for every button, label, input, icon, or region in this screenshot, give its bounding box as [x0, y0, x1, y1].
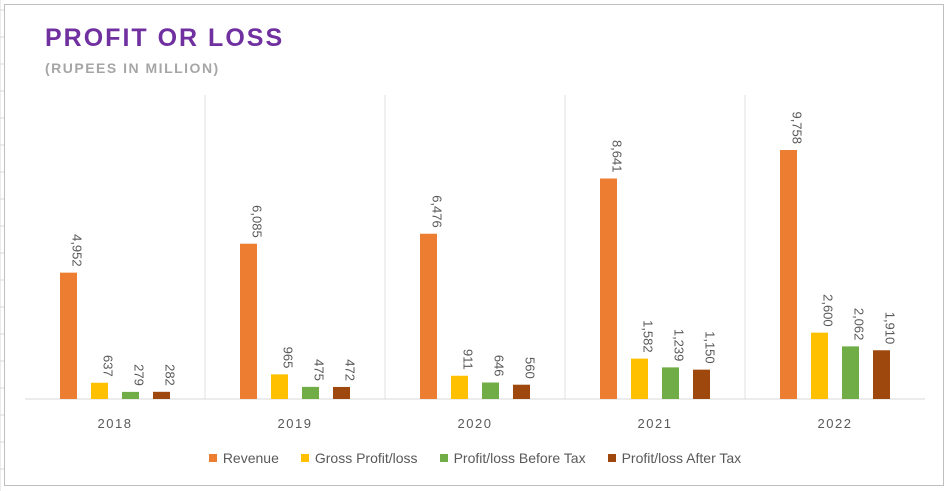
bar	[842, 346, 859, 399]
data-label: 1,910	[883, 312, 898, 345]
bar	[91, 382, 108, 399]
bar	[302, 386, 319, 399]
bar	[60, 272, 77, 399]
bar	[333, 386, 350, 399]
bar	[811, 332, 828, 399]
data-label: 6,085	[250, 205, 265, 238]
bar	[600, 178, 617, 399]
data-label: 282	[163, 364, 178, 386]
data-label: 646	[492, 355, 507, 377]
data-label: 1,582	[641, 320, 656, 353]
data-label: 1,150	[703, 331, 718, 364]
legend-label: Revenue	[222, 450, 279, 466]
legend: Revenue Gross Profit/loss Profit/loss Befo…	[0, 450, 950, 466]
data-label: 8,641	[610, 140, 625, 173]
data-label: 4,952	[70, 234, 85, 267]
legend-swatch	[607, 454, 616, 462]
chart-subtitle: (RUPEES IN MILLION)	[45, 60, 220, 76]
bar	[240, 243, 257, 399]
bar	[513, 384, 530, 399]
data-label: 637	[101, 355, 116, 377]
chart-title: PROFIT OR LOSS	[45, 24, 285, 52]
x-tick-label: 2020	[458, 416, 493, 431]
legend-swatch	[300, 454, 309, 462]
data-label: 472	[343, 359, 358, 381]
x-tick-label: 2021	[638, 416, 673, 431]
data-label: 965	[281, 347, 296, 369]
x-tick-label: 2019	[278, 416, 313, 431]
data-label: 6,476	[430, 195, 445, 228]
bar	[482, 382, 499, 399]
data-label: 1,239	[672, 329, 687, 362]
bar	[451, 375, 468, 399]
data-label: 475	[312, 359, 327, 381]
bar	[271, 374, 288, 399]
data-label: 279	[132, 364, 147, 386]
bar	[873, 350, 890, 399]
bar	[662, 367, 679, 399]
bar	[693, 369, 710, 399]
bar	[420, 233, 437, 399]
legend-swatch	[208, 454, 217, 462]
bar	[631, 358, 648, 399]
legend-swatch	[439, 454, 448, 462]
x-tick-label: 2018	[98, 416, 133, 431]
x-tick-label: 2022	[818, 416, 853, 431]
legend-label: Profit/loss Before Tax	[453, 450, 586, 466]
data-label: 9,758	[790, 111, 805, 144]
legend-label: Profit/loss After Tax	[621, 450, 742, 466]
data-label: 911	[461, 349, 476, 370]
bar	[780, 150, 797, 399]
legend-label: Gross Profit/loss	[314, 450, 418, 466]
data-label: 2,062	[852, 308, 867, 341]
bar	[122, 391, 139, 399]
data-label: 560	[523, 357, 538, 379]
bar	[153, 391, 170, 399]
legend-item: Profit/loss Before Tax	[439, 450, 586, 466]
legend-item: Gross Profit/loss	[300, 450, 418, 466]
legend-item: Profit/loss After Tax	[607, 450, 742, 466]
legend-item: Revenue	[208, 450, 279, 466]
data-label: 2,600	[821, 294, 836, 327]
